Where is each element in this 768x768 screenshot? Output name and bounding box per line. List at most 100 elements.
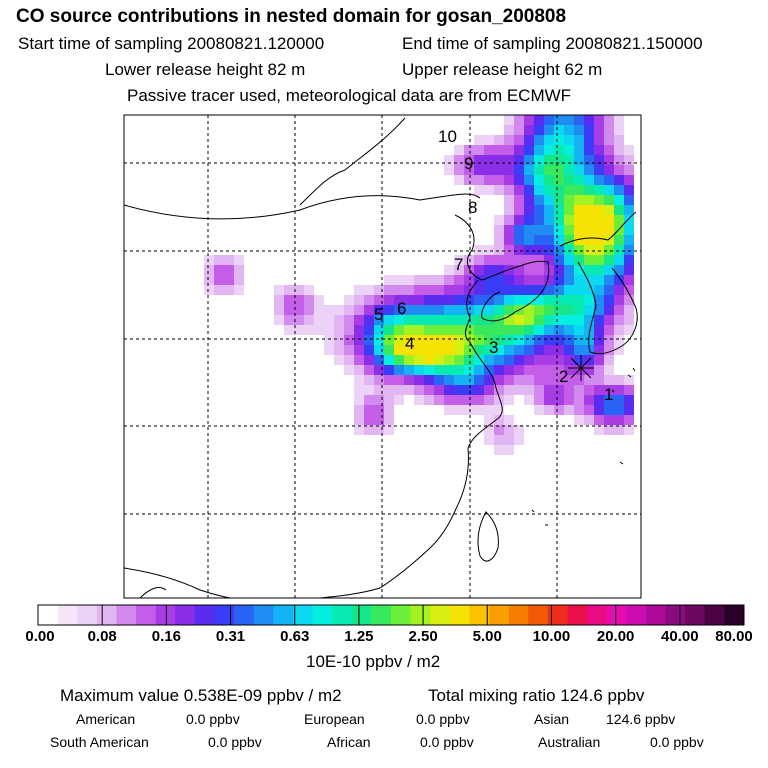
footprint-cell [554,165,564,175]
footprint-cell [424,395,434,405]
footprint-cell [554,375,564,385]
colorbar-swatch [410,605,431,625]
footprint-cell [564,165,574,175]
footprint-cell [544,115,554,125]
colorbar-tick-label: 5.00 [472,628,502,645]
footprint-cell [414,345,424,355]
footprint-cell [494,375,504,385]
footprint-cell [554,185,564,195]
footprint-cell [584,195,594,205]
australian-label: Australian [538,734,601,750]
footprint-cell [274,315,284,325]
footprint-cell [624,275,634,285]
footprint-cell [514,385,524,395]
footprint-cell [384,275,394,285]
footprint-cell [514,335,524,345]
footprint-cell [414,335,424,345]
footprint-cell [504,165,514,175]
footprint-cell [574,355,584,365]
colorbar-swatch [587,605,608,625]
footprint-cell [374,345,384,355]
footprint-cell [374,355,384,365]
footprint-cell [564,155,574,165]
footprint-cell [404,285,414,295]
footprint-cell [524,205,534,215]
footprint-cell [534,385,544,395]
total-mixing-label: Total mixing ratio 124.6 ppbv [428,686,645,705]
footprint-cell [334,315,344,325]
footprint-cell [544,195,554,205]
footprint-cell [564,405,574,415]
footprint-cell [624,375,634,385]
footprint-cell [354,305,364,315]
footprint-cell [494,225,504,235]
footprint-cell [594,145,604,155]
footprint-cell [444,155,454,165]
footprint-cell [394,305,404,315]
footprint-cell [574,225,584,235]
footprint-cell [604,425,614,435]
footprint-cell [474,325,484,335]
footprint-cell [464,395,474,405]
colorbar [37,604,745,626]
footprint-cell [464,285,474,295]
footprint-cell [294,315,304,325]
footprint-cell [234,255,244,265]
footprint-cell [474,365,484,375]
footprint-cell [584,215,594,225]
colorbar-swatch [96,605,117,625]
footprint-cell [334,305,344,315]
footprint-cell [524,335,534,345]
footprint-cell [524,315,534,325]
footprint-cell [464,375,474,385]
footprint-cell [584,115,594,125]
footprint-cell [334,345,344,355]
footprint-cell [524,145,534,155]
footprint-cell [344,315,354,325]
footprint-cell [454,305,464,315]
footprint-cell [464,275,474,285]
end-time-label: End time of sampling 20080821.150000 [402,34,703,53]
footprint-cell [494,365,504,375]
footprint-cell [584,295,594,305]
colorbar-swatch [528,605,549,625]
footprint-cell [614,145,624,155]
footprint-cell [554,285,564,295]
footprint-cell [354,415,364,425]
footprint-cell [544,295,554,305]
colorbar-swatch [253,605,274,625]
footprint-cell [394,275,404,285]
footprint-cell [604,205,614,215]
footprint-cell [474,395,484,405]
footprint-cell [364,295,374,305]
footprint-cell [474,295,484,305]
footprint-cell [304,315,314,325]
footprint-cell [484,165,494,175]
footprint-cell [524,395,534,405]
colorbar-tick-label: 1.25 [344,628,374,645]
footprint-cell [394,295,404,305]
footprint-cell [484,385,494,395]
footprint-cell [474,255,484,265]
footprint-cell [484,145,494,155]
footprint-cell [624,305,634,315]
footprint-cell [584,365,594,375]
footprint-cell [614,185,624,195]
footprint-cell [524,365,534,375]
traj-label-8: 8 [468,198,477,217]
footprint-cell [284,295,294,305]
footprint-cell [524,175,534,185]
site-marker [568,355,594,381]
footprint-cell [444,265,454,275]
footprint-cell [364,355,374,365]
asian-value: 124.6 ppbv [606,711,676,727]
footprint-cell [564,245,574,255]
footprint-cell [484,355,494,365]
footprint-cell [604,385,614,395]
footprint-cell [624,325,634,335]
footprint-cell [504,335,514,345]
footprint-cell [574,175,584,185]
footprint-cell [384,375,394,385]
footprint-cell [514,225,524,235]
footprint-cell [404,345,414,355]
